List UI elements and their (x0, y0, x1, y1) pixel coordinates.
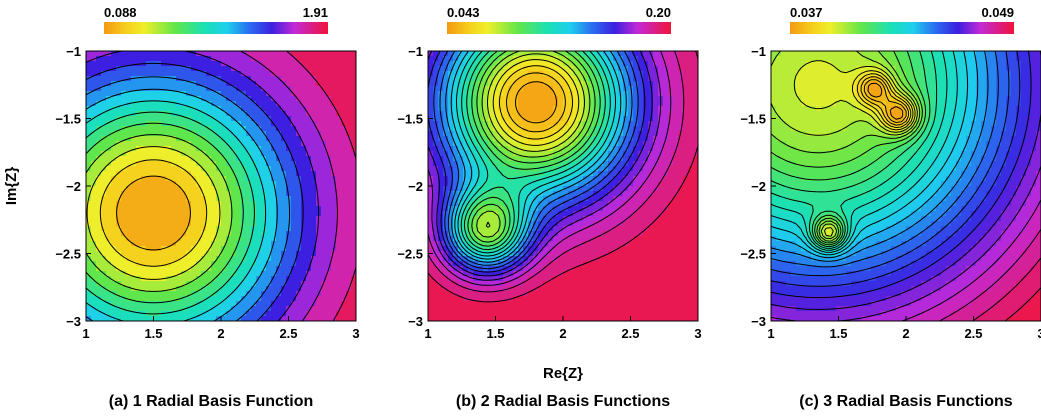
y-tick-label: −1 (66, 44, 81, 59)
axes-c: 1 1.5 2 2.5 3 −1 −1.5 −2 −2.5 −3 (740, 44, 1041, 341)
y-tick-label: −2.5 (397, 247, 423, 262)
y-tick-label: −1.5 (740, 112, 766, 127)
x-tick-label: 2 (559, 326, 566, 341)
panel-a: 0.088 1.91 1 1.5 2 2.5 3 −1 −1.5 −2 −2.5 −3 (a) 1… (55, 5, 359, 410)
contour-plot-c (771, 51, 1041, 321)
caption-c: (c) 3 Radial Basis Functions (799, 393, 1012, 410)
x-tick-label: 1.5 (486, 326, 504, 341)
x-tick-label: 2.5 (621, 326, 639, 341)
colorbar-a-max-label: 1.91 (303, 5, 328, 20)
y-tick-label: −2.5 (740, 247, 766, 262)
contour-lines (86, 51, 356, 321)
y-tick-label: −1.5 (397, 112, 423, 127)
y-tick-label: −1.5 (55, 112, 81, 127)
colorbar-c-min-label: 0.037 (790, 5, 823, 20)
x-tick-label: 2.5 (964, 326, 982, 341)
y-tick-label: −3 (66, 314, 81, 329)
colorbar-a-min-label: 0.088 (104, 5, 137, 20)
y-tick-label: −1 (751, 44, 766, 59)
caption-b: (b) 2 Radial Basis Functions (456, 393, 670, 410)
x-tick-label: 2 (902, 326, 909, 341)
x-tick-label: 3 (352, 326, 359, 341)
y-tick-label: −2 (751, 179, 766, 194)
y-tick-label: −2 (66, 179, 81, 194)
contour-lines (771, 51, 1041, 321)
panel-c: 0.037 0.049 1 1.5 2 2.5 3 −1 −1.5 −2 −2.5 −3 (c) … (740, 5, 1041, 410)
y-axis-title: Im{Z} (3, 167, 20, 206)
contour-plot-a (86, 51, 356, 321)
colorbar-c-max-label: 0.049 (981, 5, 1014, 20)
colorbar-b-min-label: 0.043 (447, 5, 480, 20)
x-axis-title: Re{Z} (543, 365, 583, 382)
x-tick-label: 1 (767, 326, 774, 341)
colorbar-c (790, 22, 1014, 34)
contour-plot-b (428, 51, 698, 321)
x-tick-label: 1 (82, 326, 89, 341)
y-tick-label: −2 (408, 179, 423, 194)
x-tick-label: 2 (217, 326, 224, 341)
y-tick-label: −2.5 (55, 247, 81, 262)
x-tick-label: 3 (1037, 326, 1041, 341)
axes-b: 1 1.5 2 2.5 3 −1 −1.5 −2 −2.5 −3 (397, 44, 701, 341)
x-tick-label: 1.5 (829, 326, 847, 341)
caption-a: (a) 1 Radial Basis Function (109, 393, 313, 410)
panel-b: 0.043 0.20 1 1.5 2 2.5 3 −1 −1.5 −2 −2.5 −3 (b) 2… (397, 5, 701, 410)
x-tick-label: 1 (424, 326, 431, 341)
colorbar-a (104, 22, 328, 34)
axes-a: 1 1.5 2 2.5 3 −1 −1.5 −2 −2.5 −3 (55, 44, 359, 341)
y-tick-label: −1 (408, 44, 423, 59)
y-tick-label: −3 (751, 314, 766, 329)
colorbar-b-max-label: 0.20 (646, 5, 671, 20)
x-tick-label: 1.5 (144, 326, 162, 341)
contour-lines (428, 51, 698, 303)
y-tick-label: −3 (408, 314, 423, 329)
x-tick-label: 2.5 (279, 326, 297, 341)
x-tick-label: 3 (694, 326, 701, 341)
colorbar-b (447, 22, 671, 34)
